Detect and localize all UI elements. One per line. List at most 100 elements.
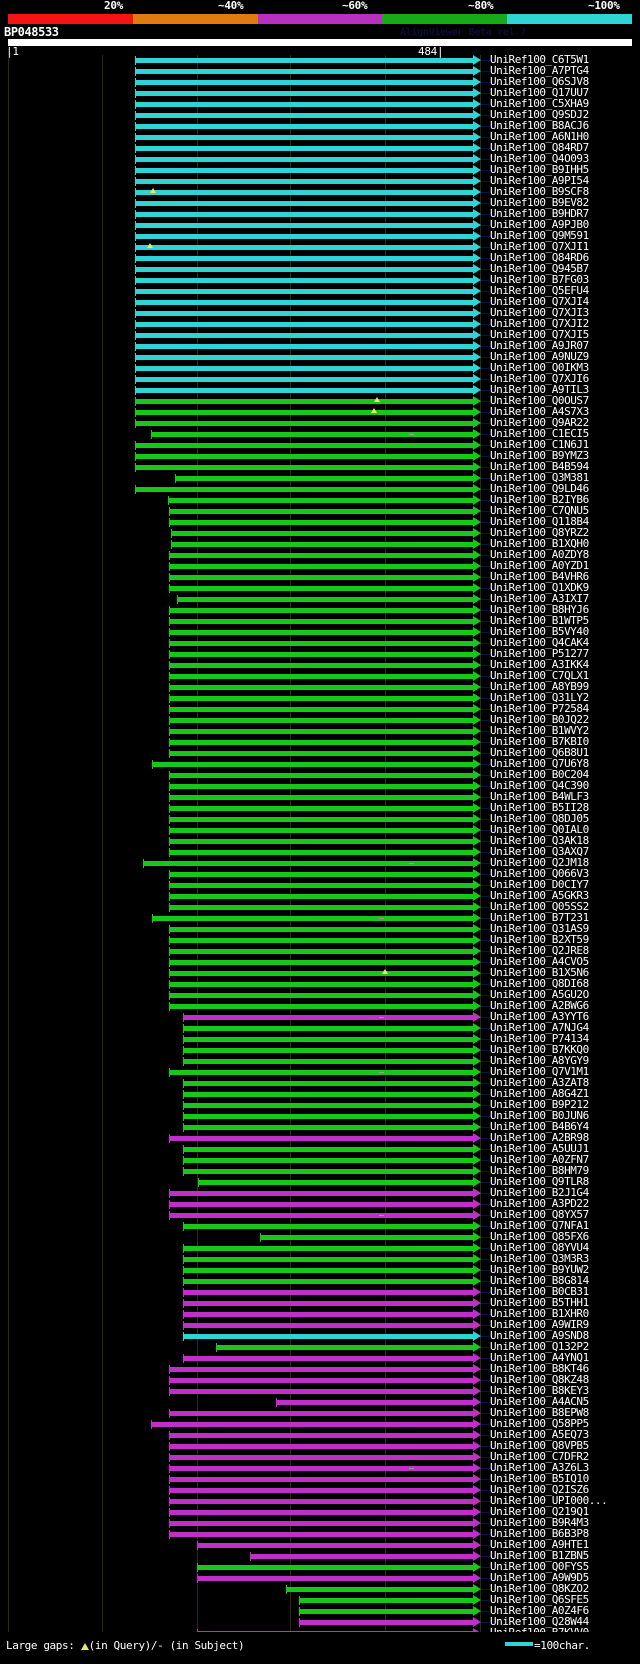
alignment-hit-label[interactable]: UniRef100_A4YNQ1: [490, 1351, 589, 1364]
alignment-hit-label[interactable]: UniRef100_A9NUZ9: [490, 350, 589, 363]
alignment-bar[interactable]: [182, 1147, 474, 1152]
alignment-bar[interactable]: [169, 1455, 474, 1460]
alignment-bar[interactable]: [169, 784, 474, 789]
alignment-hit-label[interactable]: UniRef100_Q6SJV8: [490, 75, 589, 88]
alignment-bar[interactable]: [182, 1048, 474, 1053]
alignment-hit-label[interactable]: UniRef100_B7KBI0: [490, 735, 589, 748]
alignment-hit-label[interactable]: UniRef100_Q9SDJ2: [490, 108, 589, 121]
alignment-row[interactable]: UniRef100_A5GKR3: [0, 890, 640, 902]
alignment-row[interactable]: UniRef100_A8YGY9: [0, 1055, 640, 1067]
alignment-row[interactable]: UniRef100_B9SCF8: [0, 185, 640, 198]
alignment-bar[interactable]: [135, 234, 474, 239]
alignment-bar[interactable]: [182, 1103, 474, 1108]
alignment-bar[interactable]: [182, 1246, 474, 1251]
alignment-bar[interactable]: [169, 971, 474, 976]
alignment-bar[interactable]: [196, 1565, 474, 1570]
alignment-hit-label[interactable]: UniRef100_Q132P2: [490, 1340, 589, 1353]
alignment-bar[interactable]: [150, 432, 474, 437]
alignment-bar[interactable]: [135, 113, 474, 118]
alignment-hit-label[interactable]: UniRef100_B6B3P8: [490, 1527, 589, 1540]
alignment-bar[interactable]: [135, 58, 474, 63]
alignment-row[interactable]: UniRef100_Q3M381: [0, 472, 640, 484]
alignment-hit-label[interactable]: UniRef100_B5VY40: [490, 625, 589, 638]
alignment-bar[interactable]: [182, 1301, 474, 1306]
alignment-bar[interactable]: [169, 828, 474, 833]
alignment-hit-label[interactable]: UniRef100_B7FG03: [490, 273, 589, 286]
alignment-row[interactable]: UniRef100_A5EQ73: [0, 1429, 640, 1441]
alignment-bar[interactable]: [169, 850, 474, 855]
alignment-hit-label[interactable]: UniRef100_Q1XDK9: [490, 581, 589, 594]
alignment-row[interactable]: UniRef100_A4YNQ1: [0, 1351, 640, 1364]
alignment-row[interactable]: UniRef100_C5XHA9: [0, 97, 640, 110]
alignment-bar[interactable]: [135, 124, 474, 129]
alignment-row[interactable]: UniRef100_B0JQ22: [0, 714, 640, 726]
alignment-hit-label[interactable]: UniRef100_B9SCF8: [490, 185, 589, 198]
alignment-row[interactable]: UniRef100_Q9SDJ2: [0, 108, 640, 121]
alignment-hit-label[interactable]: UniRef100_A4CVO5: [490, 955, 589, 968]
alignment-row[interactable]: UniRef100_A3ZAT8: [0, 1076, 640, 1089]
alignment-hit-label[interactable]: UniRef100_A9JR07: [490, 339, 589, 352]
alignment-row[interactable]: UniRef100_Q066V3: [0, 868, 640, 880]
alignment-hit-label[interactable]: UniRef100_A0YZD1: [490, 559, 589, 572]
alignment-row[interactable]: UniRef100_Q2JM18: [0, 857, 640, 869]
alignment-bar[interactable]: [169, 1488, 474, 1493]
alignment-bar[interactable]: [169, 740, 474, 745]
alignment-hit-label[interactable]: UniRef100_Q9M591: [490, 229, 589, 242]
alignment-row[interactable]: UniRef100_A0ZFN7: [0, 1154, 640, 1166]
alignment-bar[interactable]: [196, 1631, 474, 1632]
alignment-bar[interactable]: [182, 1257, 474, 1262]
alignment-hit-label[interactable]: UniRef100_Q84RD6: [490, 251, 589, 264]
alignment-hit-label[interactable]: UniRef100_A3Z6L3: [490, 1461, 589, 1474]
alignment-row[interactable]: UniRef100_B4B594: [0, 461, 640, 473]
alignment-bar[interactable]: [182, 1312, 474, 1317]
alignment-row[interactable]: UniRef100_B9YUW2: [0, 1264, 640, 1276]
alignment-hit-label[interactable]: UniRef100_C7QLX1: [490, 669, 589, 682]
alignment-bar[interactable]: [135, 157, 474, 162]
alignment-row[interactable]: UniRef100_Q7V1M1: [0, 1066, 640, 1078]
alignment-hit-label[interactable]: UniRef100_A3YYT6: [490, 1010, 589, 1023]
alignment-row[interactable]: UniRef100_Q84RD6: [0, 251, 640, 264]
alignment-hit-label[interactable]: UniRef100_C1N6J1: [490, 438, 589, 451]
alignment-row[interactable]: UniRef100_C6T5W1: [0, 55, 640, 66]
alignment-bar[interactable]: [299, 1609, 474, 1614]
alignment-bar[interactable]: [169, 652, 474, 657]
alignment-bar[interactable]: [285, 1587, 474, 1592]
alignment-hit-label[interactable]: UniRef100_Q31AS9: [490, 922, 589, 935]
alignment-row[interactable]: UniRef100_Q7XJI5: [0, 329, 640, 341]
alignment-hit-label[interactable]: UniRef100_Q6SFE5: [490, 1593, 589, 1606]
alignment-row[interactable]: UniRef100_Q9M591: [0, 229, 640, 242]
alignment-bar[interactable]: [169, 1202, 474, 1207]
alignment-row[interactable]: UniRef100_Q3AK18: [0, 835, 640, 847]
alignment-hit-label[interactable]: UniRef100_Q7XJI1: [490, 240, 589, 253]
alignment-hit-label[interactable]: UniRef100_B1X5N6: [490, 966, 589, 979]
alignment-hit-label[interactable]: UniRef100_Q2JRE8: [490, 944, 589, 957]
alignment-bar[interactable]: [169, 993, 474, 998]
alignment-bar[interactable]: [182, 1059, 474, 1064]
alignment-bar[interactable]: [169, 751, 474, 756]
alignment-bar[interactable]: [150, 1422, 474, 1427]
alignment-hit-label[interactable]: UniRef100_B0C204: [490, 768, 589, 781]
alignment-hit-label[interactable]: UniRef100_B5IQ10: [490, 1472, 589, 1485]
alignment-bar[interactable]: [135, 344, 474, 349]
alignment-bar[interactable]: [135, 146, 474, 151]
alignment-row[interactable]: UniRef100_B2J1G4: [0, 1187, 640, 1199]
alignment-row[interactable]: UniRef100_Q5EFU4: [0, 285, 640, 297]
alignment-bar[interactable]: [169, 773, 474, 778]
alignment-bar[interactable]: [182, 1169, 474, 1174]
alignment-hit-label[interactable]: UniRef100_Q8DJ05: [490, 812, 589, 825]
alignment-hit-label[interactable]: UniRef100_A3IKK4: [490, 658, 589, 671]
alignment-hit-label[interactable]: UniRef100_Q05SS2: [490, 900, 589, 913]
alignment-bar[interactable]: [169, 608, 474, 613]
alignment-bar[interactable]: [169, 641, 474, 646]
alignment-row[interactable]: UniRef100_A9NUZ9: [0, 350, 640, 363]
alignment-row[interactable]: UniRef100_B8ACJ6: [0, 120, 640, 132]
alignment-hit-label[interactable]: UniRef100_A7NJG4: [490, 1021, 589, 1034]
alignment-hit-label[interactable]: UniRef100_A3ZAT8: [490, 1076, 589, 1089]
alignment-hit-label[interactable]: UniRef100_C5XHA9: [490, 97, 589, 110]
alignment-row[interactable]: UniRef100_B0CB31: [0, 1286, 640, 1298]
alignment-row[interactable]: UniRef100_B7FG03: [0, 273, 640, 286]
alignment-hit-label[interactable]: UniRef100_B9IHH5: [490, 163, 589, 176]
alignment-row[interactable]: UniRef100_Q7XJI1: [0, 240, 640, 253]
alignment-hit-label[interactable]: UniRef100_A9TIL3: [490, 383, 589, 396]
alignment-hit-label[interactable]: UniRef100_Q9AR22: [490, 416, 589, 429]
